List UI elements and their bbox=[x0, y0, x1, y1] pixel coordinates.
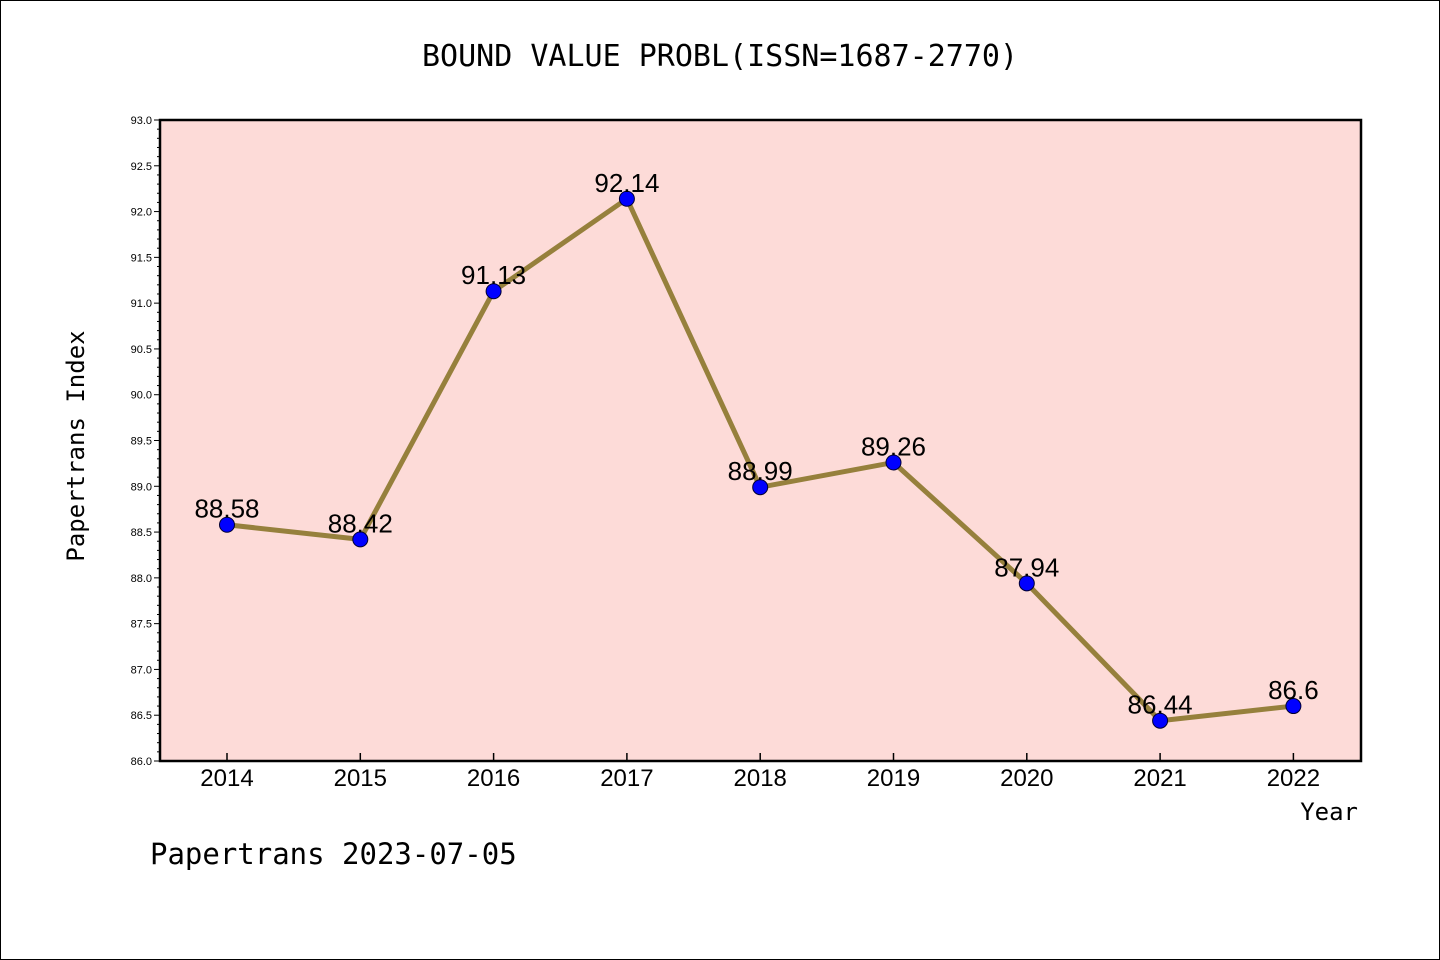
data-point bbox=[885, 454, 902, 471]
data-label: 88.99 bbox=[728, 456, 793, 486]
data-label: 91.13 bbox=[461, 260, 526, 290]
series bbox=[219, 190, 1302, 729]
data-point bbox=[352, 531, 369, 548]
x-tick-label: 2021 bbox=[1133, 765, 1186, 792]
data-point bbox=[1285, 698, 1302, 715]
y-tick-label: 92.5 bbox=[131, 161, 152, 173]
x-tick-label: 2018 bbox=[734, 765, 787, 792]
y-tick-label: 89.5 bbox=[131, 436, 152, 448]
x-tick-label: 2022 bbox=[1267, 765, 1320, 792]
y-tick-label: 91.0 bbox=[131, 298, 152, 310]
data-labels: 88.58 88.42 91.13 92.14 88.99 89.26 87.94 86.44… bbox=[194, 168, 1318, 720]
y-tick-label: 93.0 bbox=[131, 115, 152, 127]
plot-area bbox=[158, 118, 1363, 763]
data-point bbox=[219, 516, 235, 533]
data-label: 88.42 bbox=[328, 508, 393, 538]
x-tick-label: 2014 bbox=[200, 765, 253, 792]
data-point bbox=[1152, 712, 1169, 729]
data-point bbox=[485, 283, 502, 300]
data-point bbox=[752, 479, 769, 496]
data-label: 89.26 bbox=[861, 431, 926, 461]
y-tick-label: 92.0 bbox=[131, 207, 152, 219]
footer-text: Papertrans 2023-07-05 bbox=[150, 837, 517, 871]
y-tick-label: 88.5 bbox=[131, 527, 152, 539]
x-tick-label: 2020 bbox=[1000, 765, 1053, 792]
y-axis-title: Papertrans Index bbox=[62, 330, 90, 561]
y-tick-label: 90.5 bbox=[131, 344, 152, 356]
x-tick-label: 2016 bbox=[467, 765, 520, 792]
data-point bbox=[1018, 575, 1035, 592]
y-tick-label: 91.5 bbox=[131, 252, 152, 264]
data-label: 92.14 bbox=[594, 168, 659, 198]
x-tick-label: 2015 bbox=[334, 765, 387, 792]
x-tick-label: 2017 bbox=[600, 765, 653, 792]
y-tick-label: 86.5 bbox=[131, 710, 152, 722]
data-label: 86.6 bbox=[1268, 675, 1319, 705]
x-tick-label: 2019 bbox=[867, 765, 920, 792]
data-label: 87.94 bbox=[994, 552, 1059, 582]
y-tick-label: 87.0 bbox=[131, 664, 152, 676]
chart-title: BOUND VALUE PROBL(ISSN=1687-2770) bbox=[422, 39, 1018, 74]
data-label: 86.44 bbox=[1128, 690, 1193, 720]
y-tick-label: 86.0 bbox=[131, 756, 152, 768]
y-tick-label: 89.0 bbox=[131, 481, 152, 493]
y-tick-label: 88.0 bbox=[131, 573, 152, 585]
data-point bbox=[618, 190, 635, 207]
data-label: 88.58 bbox=[194, 494, 259, 524]
x-axis: 2014 2015 2016 2017 2018 2019 2020 2021 2022 bbox=[200, 753, 1320, 792]
y-tick-label: 87.5 bbox=[131, 619, 152, 631]
y-tick-label: 90.0 bbox=[131, 390, 152, 402]
x-axis-title: Year bbox=[1300, 798, 1358, 826]
y-axis: 86.0 86.5 87.0 87.5 88.0 88.5 89.0 89.5 90.0 90.5… bbox=[131, 115, 160, 768]
